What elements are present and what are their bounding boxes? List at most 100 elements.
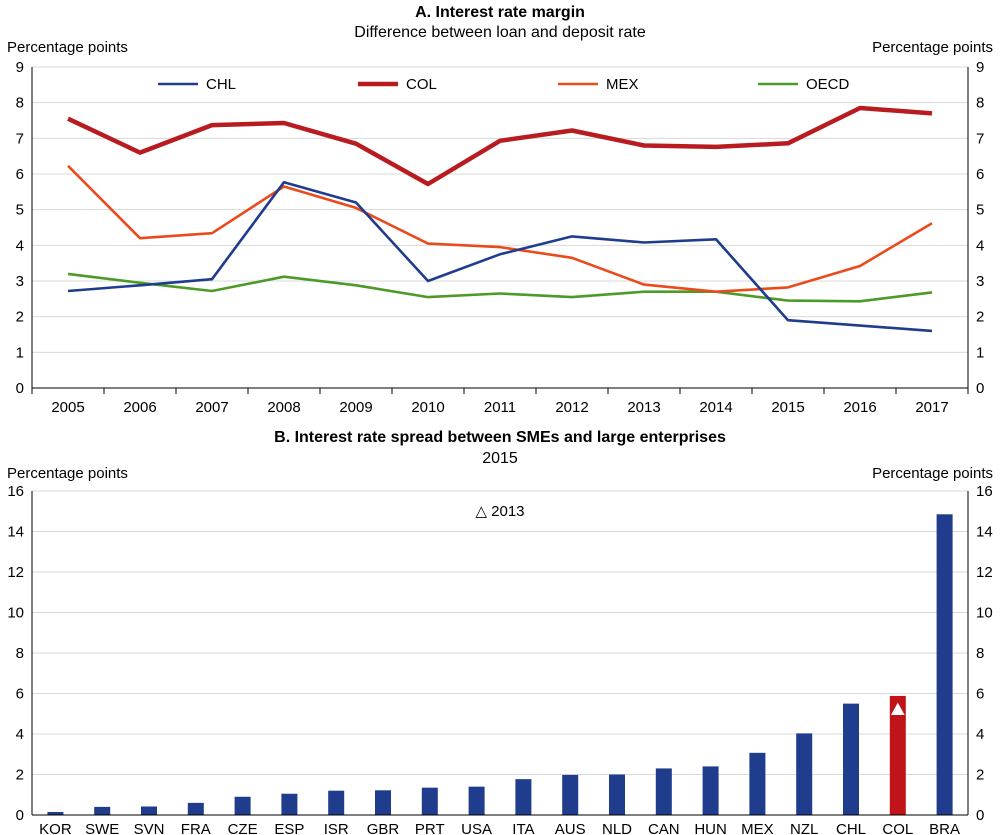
panel-b-ytick-left: 0 — [16, 807, 24, 824]
panel-a-left-unit: Percentage points — [7, 39, 128, 56]
panel-b-ytick-left: 6 — [16, 686, 24, 703]
panel-b-xtick-label: SVN — [134, 821, 165, 835]
panel-b-xtick-label: BRA — [929, 821, 960, 835]
series-line-chl — [67, 180, 933, 333]
panel-a-subtitle: Difference between loan and deposit rate — [354, 24, 646, 41]
panel-a-xtick-label: 2015 — [771, 399, 804, 416]
panel-a-ytick-left: 3 — [16, 273, 24, 290]
panel-b-right-unit: Percentage points — [872, 465, 993, 482]
legend-label-mex: MEX — [606, 76, 639, 93]
panel-a-xtick-label: 2009 — [339, 399, 372, 416]
panel-b-xtick-label: USA — [461, 821, 492, 835]
panel-a-ytick-right: 2 — [976, 309, 984, 326]
panel-b-xtick-label: NZL — [790, 821, 818, 835]
panel-a-xtick-label: 2012 — [555, 399, 588, 416]
panel-b-ytick-right: 4 — [976, 726, 984, 743]
panel-a-xtick-label: 2017 — [915, 399, 948, 416]
panel-a-right-unit: Percentage points — [872, 39, 993, 56]
panel-a-xtick-label: 2005 — [51, 399, 84, 416]
panel-b-legend-2013: △ 2013 — [475, 503, 524, 520]
bar-usa — [468, 786, 485, 815]
panel-b-xtick-label: HUN — [694, 821, 727, 835]
panel-a-ytick-left: 1 — [16, 344, 24, 361]
panel-a-xtick-label: 2010 — [411, 399, 444, 416]
panel-b-xtick-label: MEX — [741, 821, 774, 835]
bar-col — [889, 695, 906, 815]
panel-a-ytick-right: 0 — [976, 380, 984, 397]
bar-kor — [47, 811, 64, 815]
bar-hun — [702, 766, 719, 815]
panel-a-ytick-left: 6 — [16, 166, 24, 183]
panel-a-ytick-right: 7 — [976, 130, 984, 147]
panel-a-ytick-right: 5 — [976, 202, 984, 219]
panel-b-ytick-right: 12 — [976, 564, 993, 581]
panel-b-ytick-right: 0 — [976, 807, 984, 824]
panel-b-ytick-right: 6 — [976, 686, 984, 703]
bar-swe — [94, 806, 111, 815]
panel-b-xtick-label: NLD — [602, 821, 632, 835]
panel-a-ytick-left: 5 — [16, 202, 24, 219]
bar-cze — [234, 796, 251, 815]
panel-a-ytick-right: 1 — [976, 344, 984, 361]
panel-b-xtick-label: KOR — [39, 821, 72, 835]
panel-b-xtick-label: FRA — [181, 821, 211, 835]
legend-label-chl: CHL — [206, 76, 236, 93]
bar-chl — [843, 703, 859, 815]
panel-b-ytick-left: 10 — [7, 605, 24, 622]
panel-b-ytick-left: 16 — [7, 483, 24, 500]
legend-label-oecd: OECD — [806, 76, 850, 93]
panel-a-ytick-right: 3 — [976, 273, 984, 290]
panel-b-xtick-label: ITA — [512, 821, 534, 835]
panel-a-ytick-left: 0 — [16, 380, 24, 397]
panel-b-title: B. Interest rate spread between SMEs and… — [274, 429, 726, 446]
legend-label-col: COL — [406, 76, 437, 93]
panel-b-ytick-left: 14 — [7, 524, 24, 541]
panel-a-xtick-label: 2011 — [484, 399, 516, 416]
panel-b-xtick-label: AUS — [555, 821, 586, 835]
bar-nld — [609, 774, 625, 815]
panel-b-xtick-label: ESP — [274, 821, 304, 835]
panel-a-ytick-left: 7 — [16, 130, 24, 147]
bar-mex — [749, 752, 766, 815]
panel-b-ytick-right: 2 — [976, 767, 984, 784]
bar-svn — [141, 806, 157, 815]
panel-b-xtick-label: ISR — [324, 821, 349, 835]
panel-a-xtick-label: 2014 — [699, 399, 732, 416]
panel-a-ytick-left: 2 — [16, 309, 24, 326]
panel-b: B. Interest rate spread between SMEs and… — [7, 429, 993, 835]
bar-nzl — [796, 733, 813, 815]
bar-gbr — [375, 790, 391, 815]
panel-b-subtitle: 2015 — [482, 450, 518, 467]
panel-b-xtick-label: PRT — [415, 821, 445, 835]
panel-a-ytick-right: 6 — [976, 166, 984, 183]
panel-b-ytick-left: 8 — [16, 645, 24, 662]
series-line-mex — [67, 164, 933, 294]
panel-b-left-unit: Percentage points — [7, 465, 128, 482]
panel-b-ytick-right: 10 — [976, 605, 993, 622]
bar-can — [655, 768, 672, 815]
panel-a: A. Interest rate margin Difference betwe… — [7, 4, 993, 416]
panel-b-ytick-left: 12 — [7, 564, 24, 581]
panel-a-xtick-label: 2008 — [267, 399, 300, 416]
series-line-col — [67, 105, 933, 187]
panel-a-xtick-label: 2013 — [627, 399, 660, 416]
panel-b-xtick-label: CZE — [228, 821, 258, 835]
bar-ita — [515, 779, 532, 815]
panel-a-ytick-right: 4 — [976, 237, 984, 254]
panel-a-ytick-left: 4 — [16, 237, 24, 254]
panel-a-xtick-label: 2016 — [843, 399, 876, 416]
panel-b-ytick-right: 16 — [976, 483, 993, 500]
bar-prt — [421, 787, 438, 815]
panel-b-ytick-left: 2 — [16, 767, 24, 784]
panel-a-ytick-right: 9 — [976, 59, 984, 76]
bar-esp — [281, 793, 298, 815]
bar-aus — [562, 774, 579, 815]
marker-2013-col — [890, 702, 905, 715]
panel-a-ytick-left: 8 — [16, 95, 24, 112]
panel-b-ytick-right: 14 — [976, 524, 993, 541]
bar-bra — [936, 514, 953, 815]
panel-b-xtick-label: CHL — [836, 821, 866, 835]
panel-b-xtick-label: COL — [882, 821, 913, 835]
panel-b-xtick-label: CAN — [648, 821, 680, 835]
